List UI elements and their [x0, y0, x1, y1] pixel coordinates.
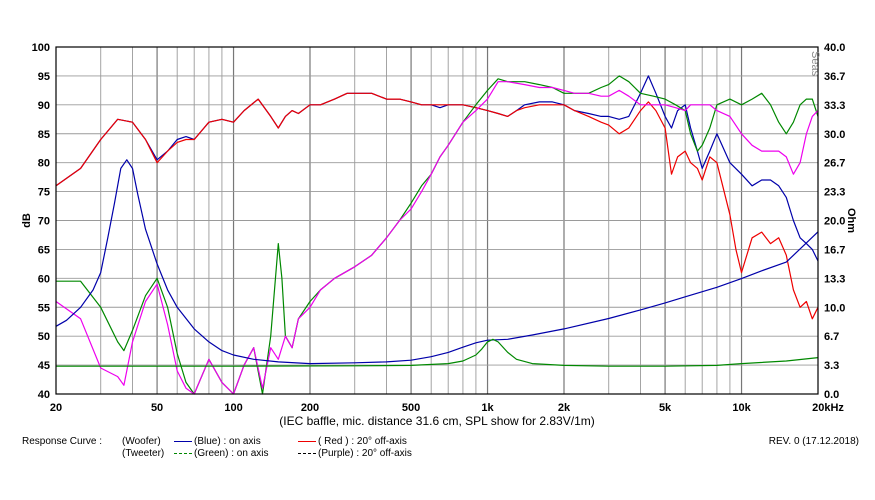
legend-tweeter: (Tweeter) — [122, 448, 165, 459]
plot-frame — [55, 46, 819, 395]
series-line-3 — [55, 81, 819, 395]
series-line-1 — [55, 92, 819, 320]
y-tick-label: 95 — [38, 71, 50, 83]
legend-purple-label: (Purple) : 20° off-axis — [318, 448, 412, 459]
chart-caption: (IEC baffle, mic. distance 31.6 cm, SPL … — [279, 414, 594, 428]
y2-tick-label: 40.0 — [824, 42, 845, 54]
brand-watermark: Seas — [809, 51, 821, 77]
y-tick-label: 55 — [38, 302, 50, 314]
legend-red: ( Red ) : 20° off-axis — [298, 437, 407, 447]
legend-swatch — [298, 440, 316, 442]
series-line-2 — [56, 75, 819, 395]
y2-tick-label: 33.3 — [824, 100, 845, 112]
y-tick-label: 85 — [38, 129, 50, 141]
legend-title: Response Curve : — [22, 436, 103, 447]
y-tick-label: 100 — [32, 42, 50, 54]
y-tick-label: 40 — [38, 389, 50, 401]
x-tick-label: 20 — [50, 402, 62, 414]
x-tick-label: 10k — [732, 402, 751, 414]
y2-tick-label: 23.3 — [824, 187, 845, 199]
series-line-5 — [56, 338, 819, 367]
y2-tick-label: 13.3 — [824, 273, 845, 285]
legend-swatch — [298, 452, 316, 454]
legend-woofer: (Woofer) — [122, 436, 161, 447]
legend-swatch — [174, 452, 192, 454]
x-tick-label: 5k — [659, 402, 672, 414]
legend-red-label: ( Red ) : 20° off-axis — [318, 436, 407, 447]
y2-tick-label: 20.0 — [824, 216, 845, 228]
legend-blue: (Blue) : on axis — [174, 437, 261, 447]
legend-purple: (Purple) : 20° off-axis — [298, 449, 412, 459]
y2-tick-label: 30.0 — [824, 129, 845, 141]
revision-label: REV. 0 (17.12.2018) — [768, 436, 859, 447]
y-tick-label: 65 — [38, 244, 50, 256]
y-tick-label: 90 — [38, 100, 50, 112]
y2-tick-label: 26.7 — [824, 158, 845, 170]
y2-tick-label: 3.3 — [824, 360, 839, 372]
legend-blue-label: (Blue) : on axis — [194, 436, 261, 447]
legend-green: (Green) : on axis — [174, 449, 268, 459]
x-tick-label: 1k — [481, 402, 494, 414]
y2-tick-label: 36.7 — [824, 71, 845, 83]
y2-tick-label: 6.7 — [824, 331, 839, 343]
y-tick-label: 50 — [38, 331, 50, 343]
y2-tick-label: 10.0 — [824, 302, 845, 314]
x-tick-label: 500 — [402, 402, 420, 414]
y2-axis-label: Ohm — [845, 208, 857, 233]
y2-tick-label: 0.0 — [824, 389, 839, 401]
legend-green-label: (Green) : on axis — [194, 448, 269, 459]
y-tick-label: 45 — [38, 360, 50, 372]
y2-tick-label: 16.7 — [824, 244, 845, 256]
y-tick-label: 80 — [38, 158, 50, 170]
x-tick-label: 2k — [558, 402, 571, 414]
grid — [56, 46, 818, 395]
curves — [55, 75, 819, 395]
tick-labels: 20 50 100 200 500 1k 2k 5k 10k 20kHz 100 95 90 85 80 75… — [32, 42, 846, 414]
y-tick-label: 70 — [38, 216, 50, 228]
series-line-4 — [55, 159, 819, 365]
y-tick-label: 75 — [38, 187, 50, 199]
legend-swatch — [174, 440, 192, 442]
series-line-0 — [55, 75, 819, 262]
y-axis-label: dB — [21, 213, 33, 228]
x-tick-label: 50 — [151, 402, 163, 414]
x-tick-label: 100 — [224, 402, 242, 414]
y-tick-label: 60 — [38, 273, 50, 285]
x-tick-label: 20kHz — [812, 402, 844, 414]
x-tick-label: 200 — [301, 402, 319, 414]
